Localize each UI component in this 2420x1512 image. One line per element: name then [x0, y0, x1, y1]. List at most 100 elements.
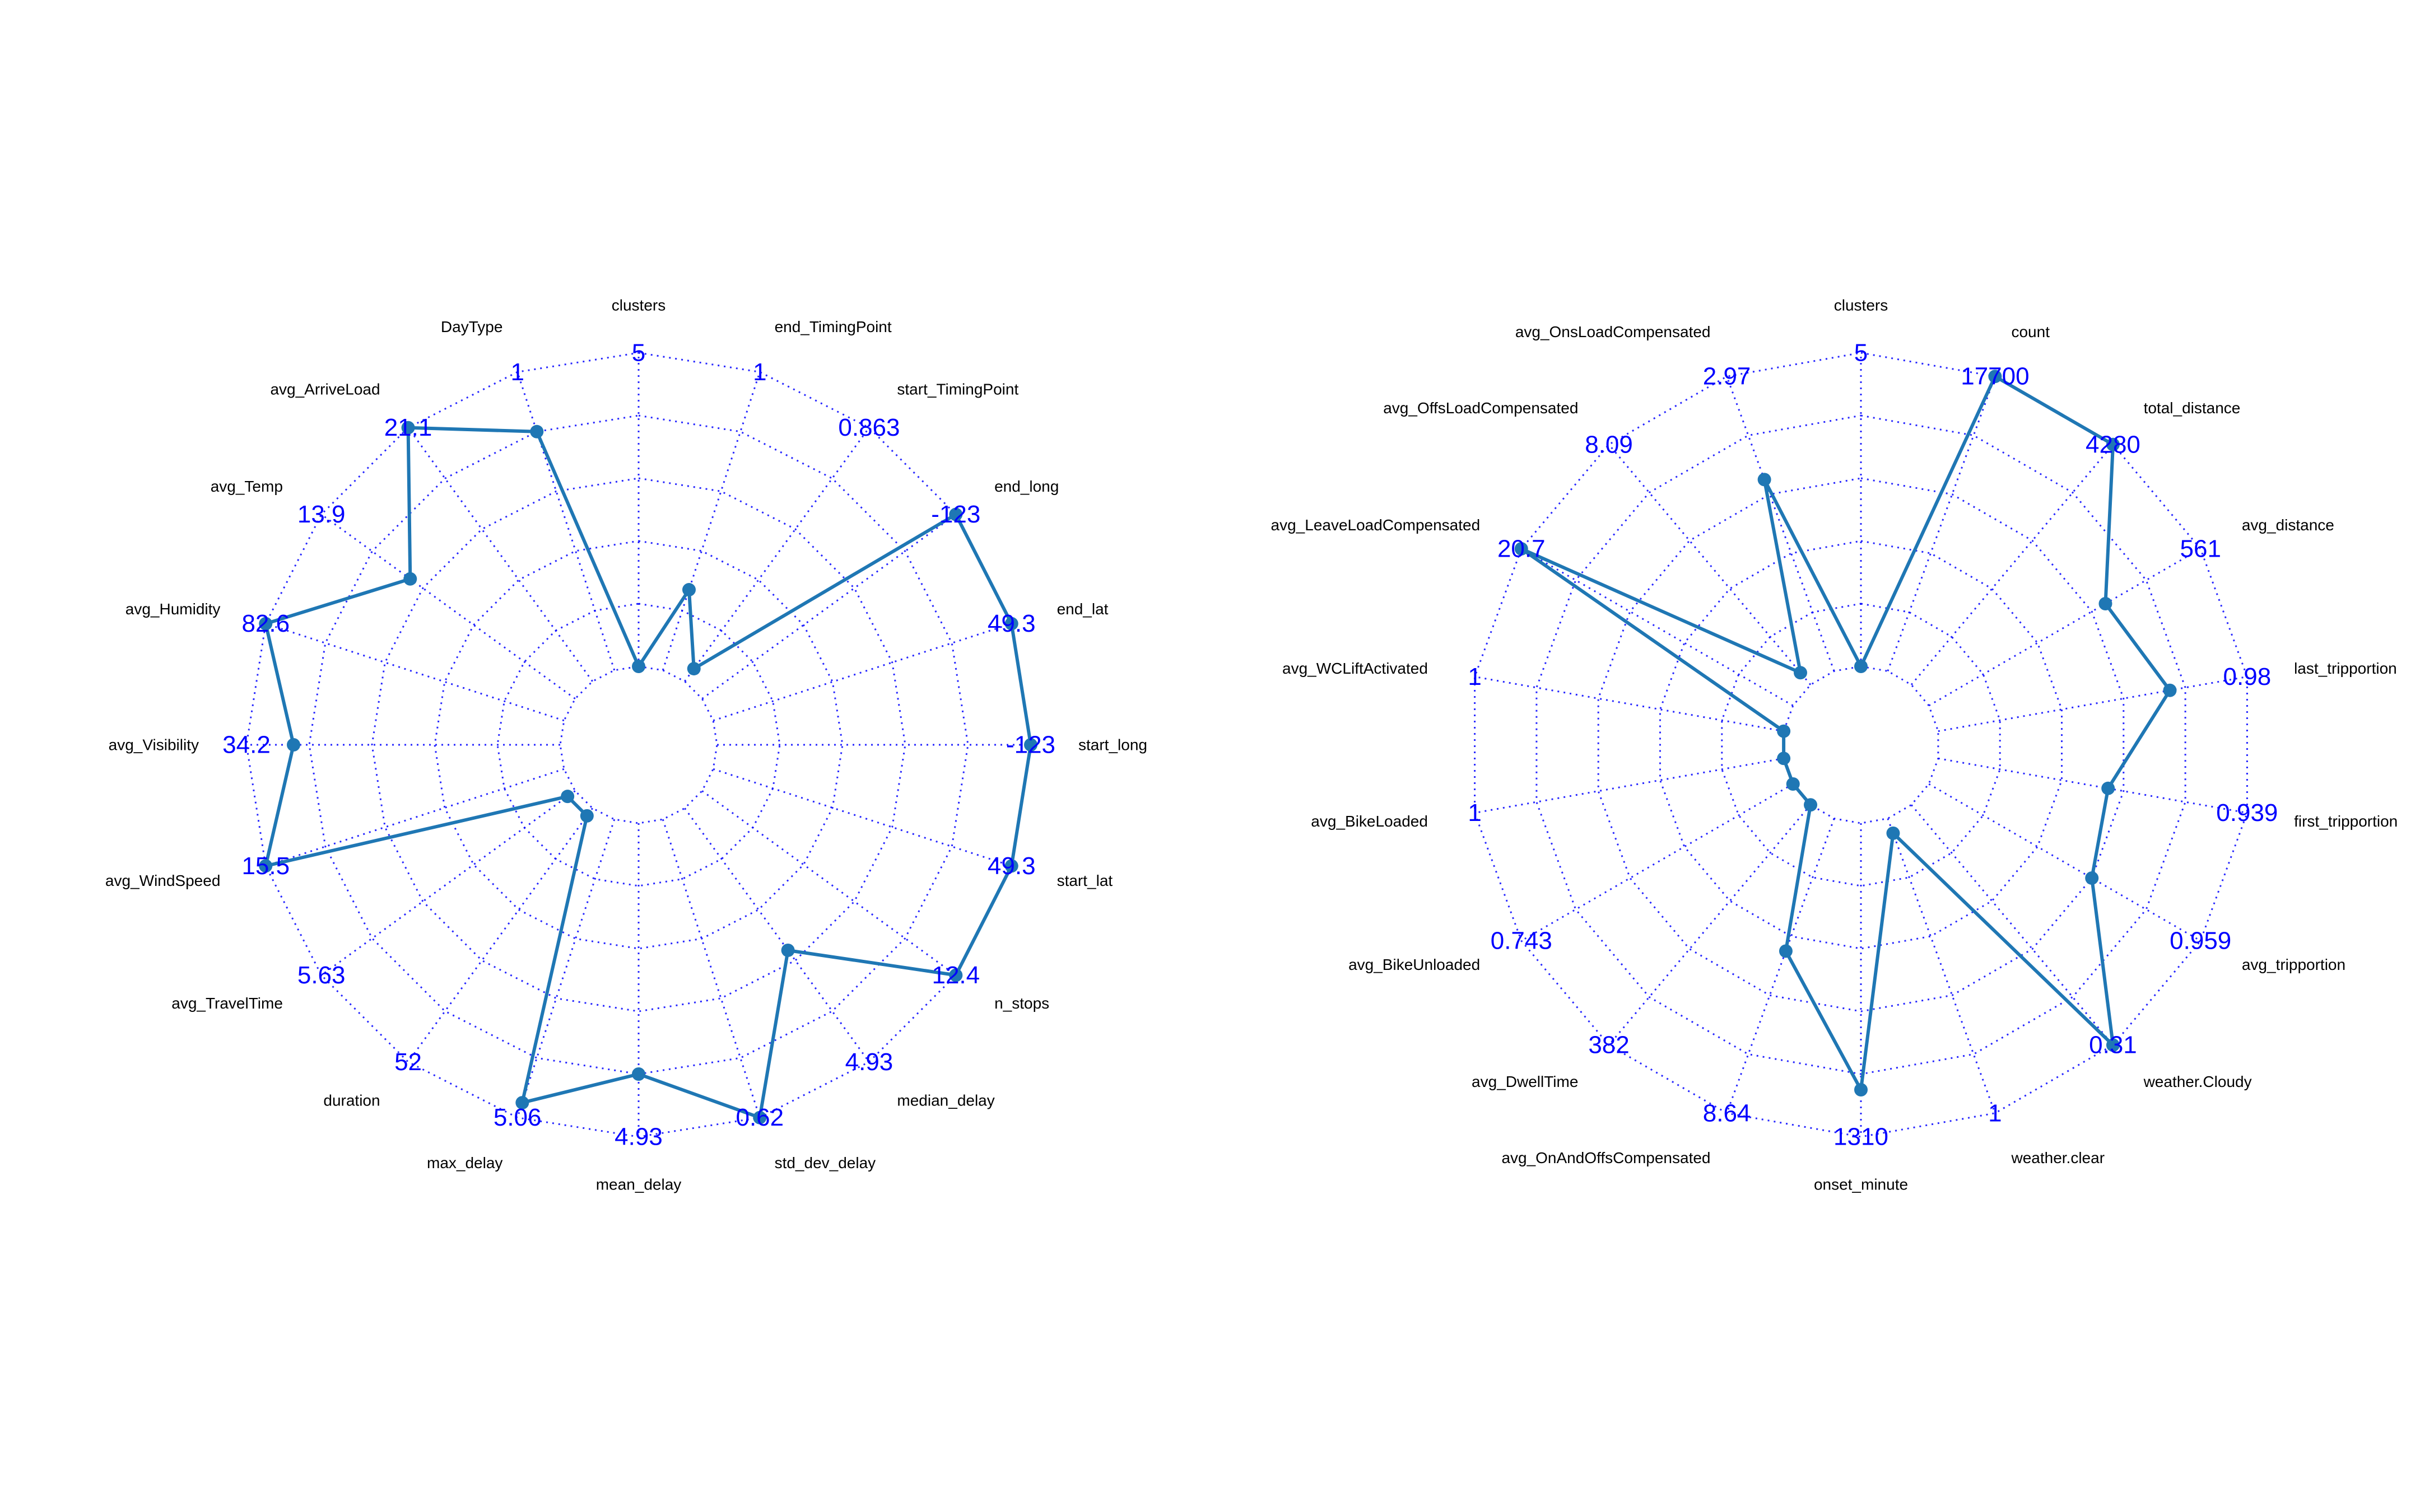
axis-label-weather-cloudy: weather.Cloudy — [2143, 1073, 2252, 1090]
max-label-avg-offsloadcompensated: 8.09 — [1585, 431, 1633, 458]
data-point-start-long — [1024, 738, 1037, 752]
max-label-mean-delay: 4.93 — [615, 1123, 663, 1151]
axis-label-avg-bikeloaded: avg_BikeLoaded — [1311, 813, 1428, 830]
axis-spoke-avg-bikeloaded — [1474, 757, 1784, 814]
axis-spoke-avg-distance — [1928, 548, 2201, 707]
axis-spoke-avg-bikeunloaded — [1521, 783, 1794, 942]
axis-label-end-lat: end_lat — [1057, 600, 1109, 618]
data-point-avg-humidity — [259, 617, 273, 631]
max-label-avg-onandoffscompensated: 8.64 — [1703, 1099, 1751, 1127]
max-label-avg-bikeloaded: 1 — [1468, 799, 1481, 827]
max-label-onset-minute: 1310 — [1833, 1123, 1888, 1151]
radar-chart-left: 5 1 0.863 -123 49.3 -123 49.3 12.4 4.93 0.62 4.93 5… — [105, 297, 1147, 1193]
axis-label-mean-delay: mean_delay — [596, 1176, 682, 1193]
data-point-count — [1988, 370, 2002, 384]
axis-label-median-delay: median_delay — [897, 1092, 994, 1109]
axis-spoke-avg-leaveloadcompensated — [1521, 548, 1794, 707]
axis-label-max-delay: max_delay — [427, 1154, 502, 1172]
axis-spoke-end-long — [701, 514, 957, 699]
max-label-duration: 52 — [394, 1048, 422, 1076]
max-label-end-long: -123 — [931, 501, 980, 528]
data-point-avg-distance — [2098, 597, 2112, 610]
data-point-end-timingpoint — [682, 583, 696, 597]
data-point-weather-clear — [1886, 826, 1900, 840]
axis-spoke-avg-humidity — [265, 623, 565, 722]
series-line — [264, 426, 1032, 1119]
max-label-avg-bikeunloaded: 0.743 — [1491, 927, 1552, 955]
max-label-n-stops: 12.4 — [932, 962, 980, 989]
axis-spoke-weather-clear — [1887, 818, 1996, 1114]
data-point-avg-wcliftactivated — [1777, 724, 1791, 738]
data-point-avg-leaveloadcompensated — [1514, 542, 1528, 556]
grid-ring — [245, 352, 1032, 1138]
axis-label-avg-distance: avg_distance — [2242, 516, 2334, 534]
axis-label-clusters: clusters — [1834, 297, 1888, 314]
axis-label-weather-clear: weather.clear — [2011, 1149, 2105, 1166]
axis-spoke-last-tripportion — [1938, 675, 2247, 732]
max-label-avg-distance: 561 — [2180, 535, 2221, 563]
data-point-end-lat — [1004, 617, 1018, 631]
data-point-avg-traveltime — [561, 790, 575, 804]
grid-ring — [559, 665, 718, 824]
grid-ring — [1783, 665, 1939, 824]
grid-ring — [1721, 603, 2001, 887]
data-point-weather-cloudy — [2106, 1038, 2120, 1052]
data-point-avg-onandoffscompensated — [1779, 944, 1793, 958]
axis-label-start-long: start_long — [1078, 736, 1147, 754]
data-point-start-lat — [1004, 859, 1018, 873]
max-label-daytype: 1 — [510, 358, 524, 386]
data-point-avg-offsloadcompensated — [1794, 666, 1808, 680]
grid-ring — [371, 477, 906, 1012]
max-label-avg-onsloadcompensated: 2.97 — [1703, 363, 1751, 390]
data-point-avg-temp — [403, 572, 417, 586]
axis-label-last-tripportion: last_tripportion — [2294, 660, 2397, 677]
axis-spoke-avg-onsloadcompensated — [1726, 376, 1835, 671]
axis-label-n-stops: n_stops — [994, 995, 1049, 1012]
axis-spoke-start-timingpoint — [684, 427, 870, 682]
max-label-total-distance: 4280 — [2086, 431, 2140, 458]
data-point-first-tripportion — [2101, 781, 2115, 795]
data-point-mean-delay — [632, 1067, 645, 1081]
max-label-weather-clear: 1 — [1988, 1099, 2002, 1127]
axis-label-end-long: end_long — [994, 478, 1059, 495]
max-label-clusters: 5 — [632, 339, 645, 367]
max-label-avg-temp: 13.9 — [297, 501, 346, 528]
axis-label-avg-leaveloadcompensated: avg_LeaveLoadCompensated — [1271, 516, 1481, 534]
max-label-start-lat: 49.3 — [988, 852, 1036, 880]
max-label-clusters: 5 — [1854, 339, 1868, 367]
axis-spoke-avg-wcliftactivated — [1474, 675, 1784, 732]
axis-label-count: count — [2011, 323, 2050, 340]
data-point-onset-minute — [1854, 1083, 1868, 1096]
data-point-median-delay — [781, 943, 795, 957]
axis-spoke-count — [1887, 376, 1996, 671]
data-point-std-dev-delay — [753, 1110, 767, 1124]
data-point-avg-bikeunloaded — [1786, 777, 1800, 791]
data-point-avg-windspeed — [259, 859, 273, 873]
axis-label-avg-tripportion: avg_tripportion — [2242, 956, 2345, 973]
grid-ring — [1659, 540, 2063, 950]
axis-spoke-avg-tripportion — [1928, 783, 2201, 942]
axis-label-clusters: clusters — [612, 297, 666, 314]
max-label-avg-dwelltime: 382 — [1588, 1032, 1629, 1059]
axis-spoke-daytype — [516, 371, 616, 671]
max-label-avg-visibility: 34.2 — [222, 731, 271, 759]
axis-label-avg-onsloadcompensated: avg_OnsLoadCompensated — [1515, 323, 1711, 340]
axis-spoke-duration — [407, 808, 593, 1063]
axis-spoke-avg-arriveload — [407, 427, 593, 682]
max-label-avg-tripportion: 0.959 — [2170, 927, 2231, 955]
axis-spoke-avg-dwelltime — [1608, 804, 1812, 1046]
data-point-avg-tripportion — [2085, 871, 2099, 885]
axis-spoke-avg-onandoffscompensated — [1726, 818, 1835, 1114]
axis-label-avg-visibility: avg_Visibility — [109, 736, 199, 754]
axis-spoke-total-distance — [1910, 444, 2114, 685]
data-point-clusters — [1854, 660, 1868, 673]
axis-label-onset-minute: onset_minute — [1814, 1176, 1908, 1193]
axis-spoke-avg-temp — [320, 514, 576, 699]
axis-label-start-timingpoint: start_TimingPoint — [897, 380, 1018, 398]
axis-label-avg-arriveload: avg_ArriveLoad — [270, 380, 380, 398]
axis-spoke-weather-cloudy — [1910, 804, 2114, 1046]
max-label-last-tripportion: 0.98 — [2223, 663, 2272, 690]
max-label-max-delay: 5.06 — [494, 1104, 542, 1131]
data-point-n-stops — [949, 968, 963, 982]
